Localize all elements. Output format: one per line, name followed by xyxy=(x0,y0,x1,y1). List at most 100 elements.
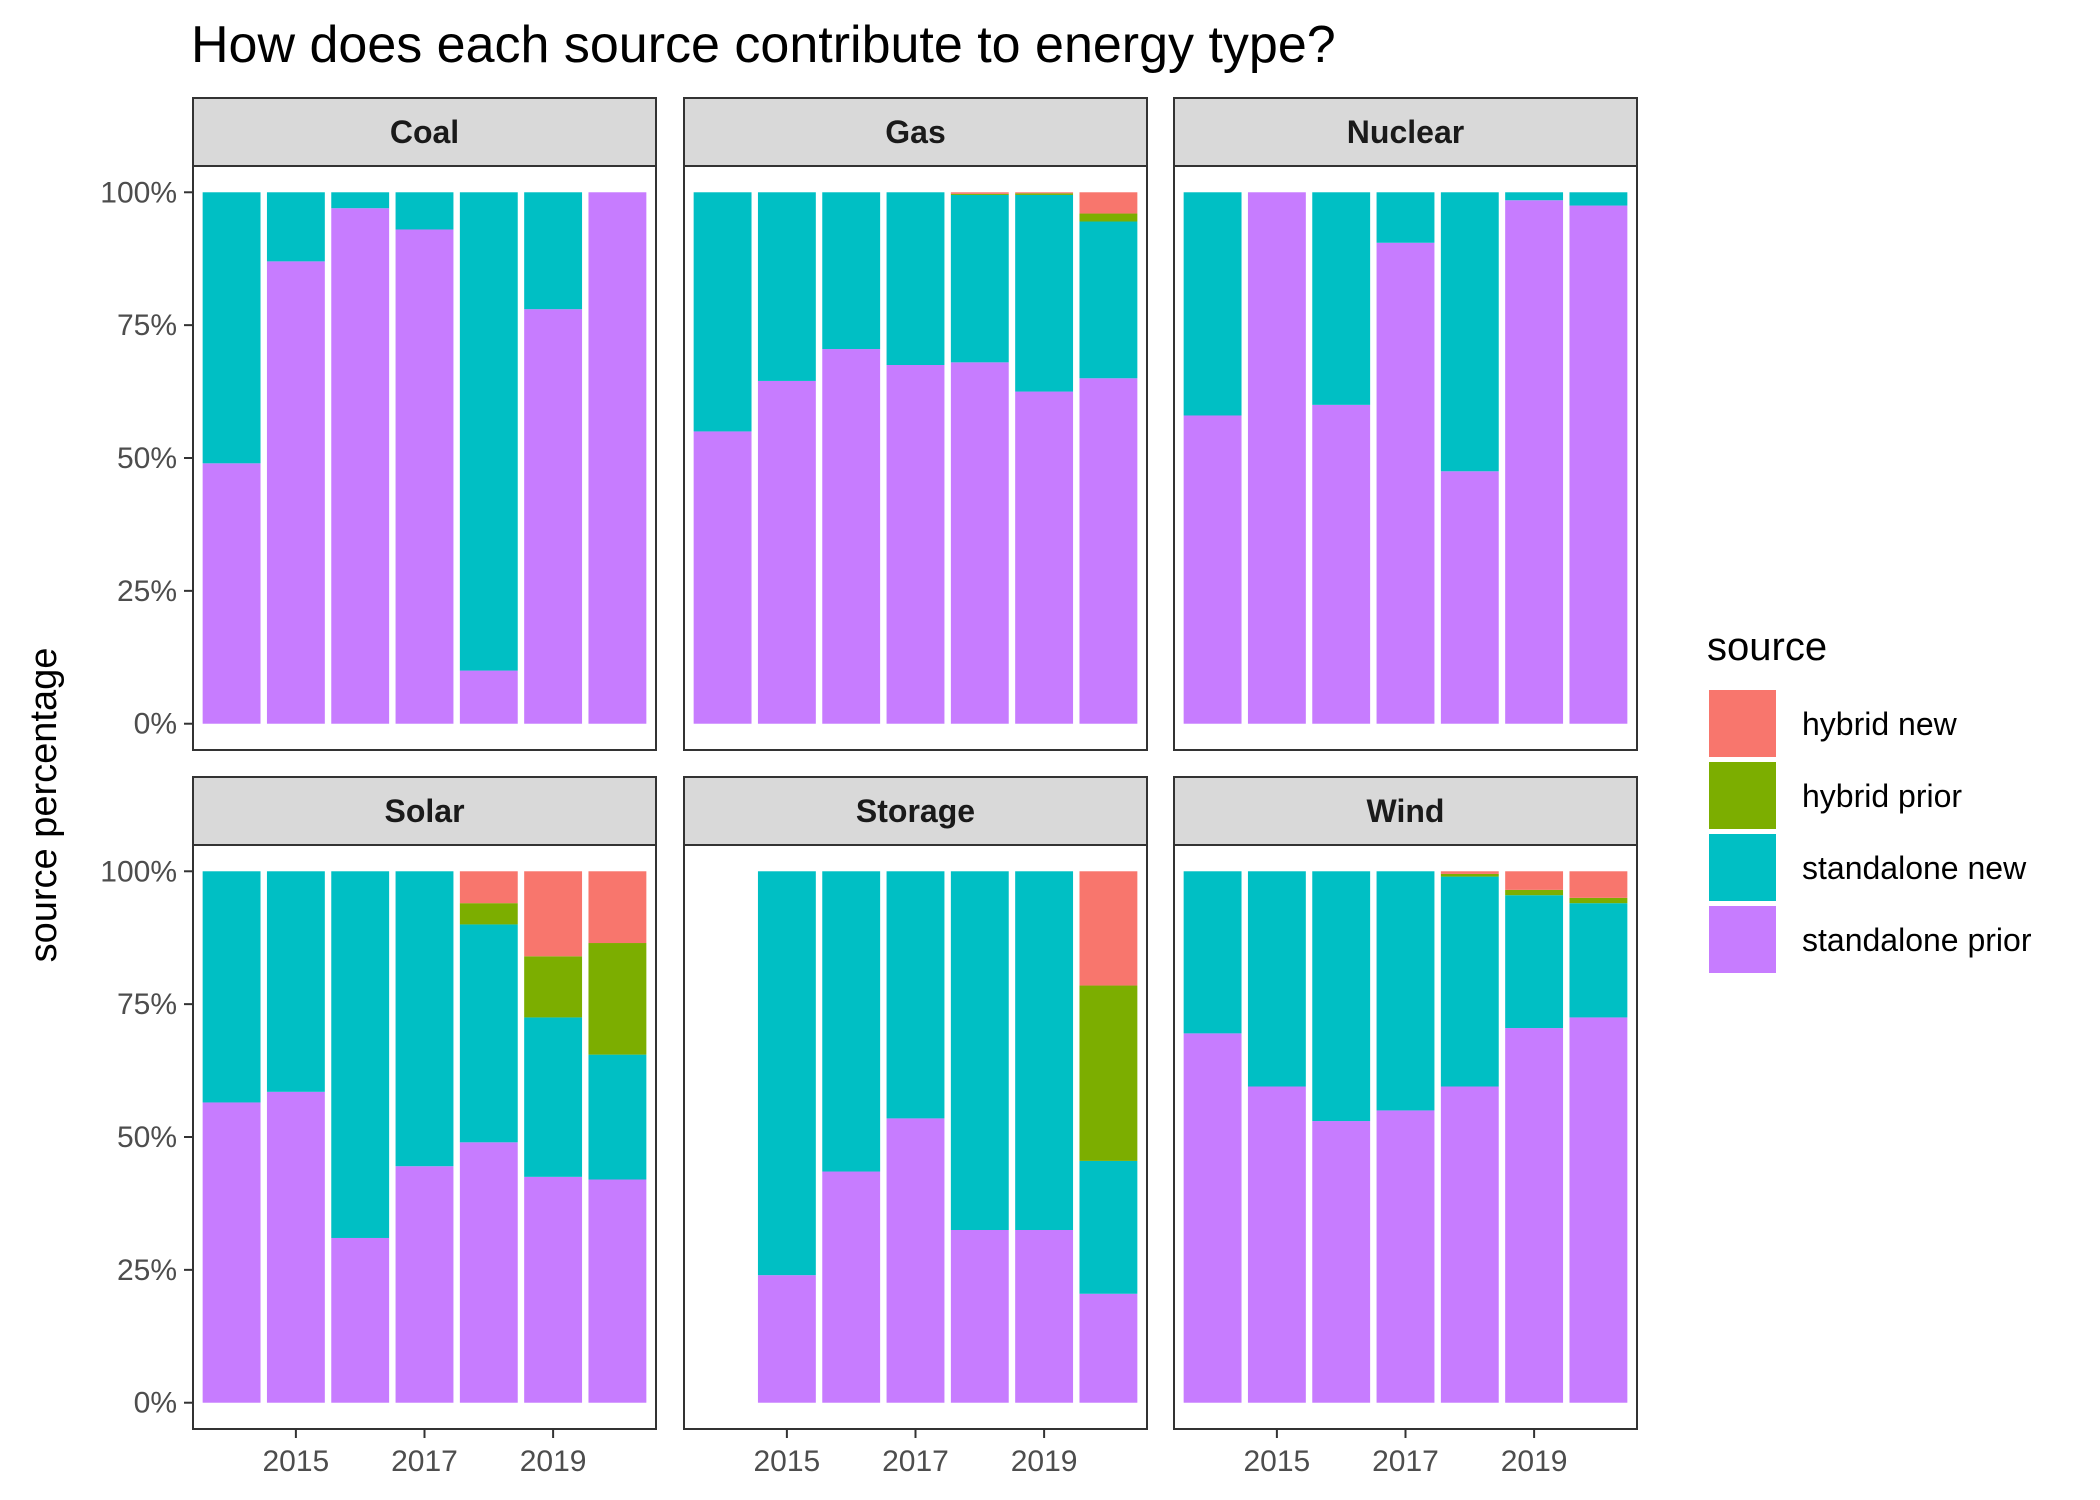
bar-hybrid-prior-2020 xyxy=(588,943,647,1055)
y-tick-label: 75% xyxy=(117,309,177,342)
bar-standalone-new-2019 xyxy=(1015,871,1074,1231)
facet-strip xyxy=(1173,776,1638,846)
x-tick-label: 2015 xyxy=(1244,1445,1311,1478)
bar-standalone-new-2017 xyxy=(395,192,454,230)
x-tick-label: 2015 xyxy=(754,1445,821,1478)
legend-title: source xyxy=(1707,625,1827,669)
bar-standalone-new-2019 xyxy=(1505,895,1564,1029)
bar-standalone-prior-2020 xyxy=(588,1179,647,1403)
bar-standalone-prior-2014 xyxy=(1183,1033,1242,1403)
bar-standalone-prior-2020 xyxy=(1569,205,1628,724)
bar-standalone-new-2017 xyxy=(1376,871,1435,1111)
bar-standalone-new-2016 xyxy=(822,192,881,350)
panel-border xyxy=(683,165,1148,751)
facet-solar: Solar 0% 25% 50% 75% 100% 2015 2017 2019 xyxy=(100,776,657,1478)
bar-hybrid-prior-2020 xyxy=(1079,985,1138,1161)
bar-hybrid-new-2020 xyxy=(588,871,647,944)
bar-hybrid-prior-2020 xyxy=(1569,897,1628,904)
bar-standalone-prior-2017 xyxy=(886,1118,945,1403)
bar-standalone-new-2020 xyxy=(588,1054,647,1180)
bar-standalone-prior-2018 xyxy=(1440,471,1499,724)
bar-standalone-new-2018 xyxy=(950,194,1009,363)
bar-standalone-prior-2020 xyxy=(1079,378,1138,724)
legend-swatch xyxy=(1709,834,1776,901)
bar-standalone-prior-2018 xyxy=(459,670,518,724)
bar-standalone-new-2015 xyxy=(757,192,816,381)
bar-standalone-prior-2015 xyxy=(757,380,816,724)
bar-standalone-new-2017 xyxy=(395,871,454,1167)
bar-standalone-new-2016 xyxy=(331,871,390,1238)
bar-hybrid-new-2020 xyxy=(1569,871,1628,898)
bar-standalone-prior-2019 xyxy=(1505,1028,1564,1403)
bar-standalone-new-2019 xyxy=(1505,192,1564,201)
bar-standalone-new-2016 xyxy=(1312,871,1371,1122)
facet-strip xyxy=(192,776,657,846)
bar-hybrid-new-2019 xyxy=(524,871,583,957)
bar-hybrid-new-2018 xyxy=(459,871,518,904)
bar-standalone-prior-2019 xyxy=(524,1176,583,1403)
bar-standalone-prior-2016 xyxy=(331,208,390,724)
bar-standalone-new-2014 xyxy=(693,192,752,432)
facet-coal: Coal 0% 25% 50% 75% 100% xyxy=(100,97,657,751)
y-tick-label: 25% xyxy=(117,1254,177,1287)
legend-item-standalone-new: standalone new xyxy=(1709,834,2027,901)
y-tick-label: 75% xyxy=(117,988,177,1021)
bar-standalone-prior-2015 xyxy=(266,261,325,724)
bar-standalone-new-2018 xyxy=(459,192,518,671)
y-tick-label: 25% xyxy=(117,575,177,608)
bar-standalone-new-2015 xyxy=(757,871,816,1276)
facet-nuclear: Nuclear xyxy=(1173,97,1638,751)
bar-standalone-prior-2020 xyxy=(1079,1293,1138,1403)
bar-standalone-new-2018 xyxy=(459,924,518,1143)
bar-standalone-prior-2019 xyxy=(1015,1230,1074,1403)
bar-hybrid-prior-2018 xyxy=(459,903,518,925)
bar-hybrid-prior-2019 xyxy=(1015,193,1074,195)
bar-standalone-new-2019 xyxy=(1015,194,1074,392)
bar-standalone-prior-2017 xyxy=(886,364,945,724)
bar-hybrid-new-2019 xyxy=(1505,871,1564,890)
facet-strip-label: Solar xyxy=(384,793,464,829)
x-tick-label: 2019 xyxy=(1011,1445,1078,1478)
bar-standalone-new-2016 xyxy=(331,192,390,209)
bar-hybrid-new-2019 xyxy=(1015,192,1074,194)
bar-standalone-prior-2018 xyxy=(459,1142,518,1403)
bar-standalone-new-2020 xyxy=(1079,1160,1138,1294)
y-tick-label: 100% xyxy=(100,176,177,209)
bar-standalone-prior-2020 xyxy=(1569,1017,1628,1403)
bar-standalone-prior-2019 xyxy=(1015,391,1074,724)
chart-title: How does each source contribute to energ… xyxy=(191,16,1336,74)
bar-standalone-new-2020 xyxy=(1569,903,1628,1018)
legend-items: hybrid new hybrid prior standalone new stan… xyxy=(1709,690,2032,973)
bar-standalone-prior-2014 xyxy=(693,431,752,724)
bar-standalone-new-2018 xyxy=(1440,192,1499,472)
facet-strip xyxy=(683,776,1148,846)
bar-standalone-new-2016 xyxy=(1312,192,1371,405)
bar-hybrid-new-2018 xyxy=(1440,871,1499,874)
y-tick-label: 100% xyxy=(100,855,177,888)
x-tick-label: 2017 xyxy=(391,1445,458,1478)
facet-strip xyxy=(192,97,657,167)
panel-border xyxy=(1173,165,1638,751)
bar-standalone-prior-2016 xyxy=(822,349,881,724)
bar-standalone-prior-2014 xyxy=(1183,415,1242,724)
facet-strip-label: Coal xyxy=(390,114,459,150)
bar-standalone-prior-2016 xyxy=(331,1237,390,1403)
bar-standalone-new-2020 xyxy=(1079,221,1138,379)
bar-standalone-prior-2015 xyxy=(757,1275,816,1403)
bar-standalone-prior-2020 xyxy=(588,192,647,724)
bar-standalone-new-2016 xyxy=(822,871,881,1172)
bar-standalone-prior-2018 xyxy=(1440,1086,1499,1403)
bar-hybrid-new-2020 xyxy=(1079,871,1138,986)
x-tick-label: 2017 xyxy=(882,1445,949,1478)
legend-swatch xyxy=(1709,906,1776,973)
facet-strip-label: Storage xyxy=(856,793,975,829)
y-tick-label: 50% xyxy=(117,1121,177,1154)
bar-standalone-prior-2015 xyxy=(1247,192,1306,724)
bar-standalone-new-2018 xyxy=(950,871,1009,1231)
bar-standalone-prior-2015 xyxy=(266,1091,325,1403)
bar-standalone-new-2019 xyxy=(524,1017,583,1177)
bar-standalone-prior-2017 xyxy=(1376,242,1435,724)
y-tick-label: 0% xyxy=(134,708,177,741)
bar-hybrid-new-2020 xyxy=(1079,192,1138,214)
